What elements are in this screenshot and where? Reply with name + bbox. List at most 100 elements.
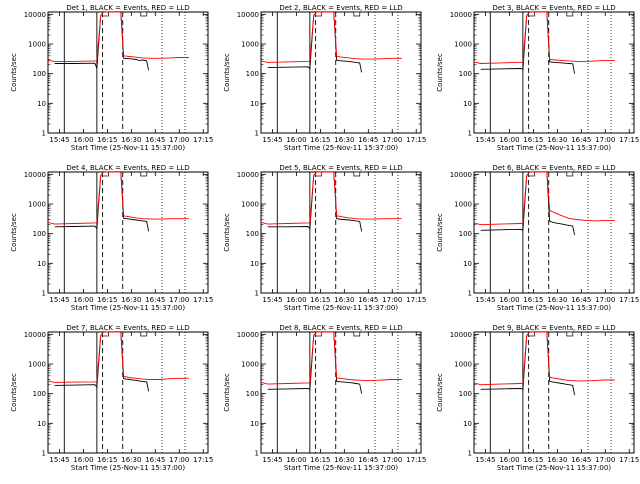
- y-tick-label: 10000: [450, 11, 472, 19]
- events-series-line: [267, 332, 363, 394]
- y-tick-label: 1000: [28, 201, 46, 209]
- x-tick-label: 15:45: [49, 456, 69, 464]
- y-tick-label: 1: [468, 450, 472, 458]
- y-tick-label: 1: [42, 130, 46, 138]
- lld-series-line: [474, 332, 615, 386]
- plot-frame: [260, 11, 422, 134]
- events-series-line: [267, 172, 363, 232]
- x-axis-label: Start Time (25-Nov-11 15:37:00): [284, 304, 398, 312]
- x-tick-label: 16:15: [523, 136, 543, 144]
- x-tick-label: 16:00: [286, 456, 306, 464]
- x-tick-label: 16:45: [145, 136, 165, 144]
- y-axis-label: Counts/sec: [10, 213, 18, 252]
- x-tick-label: 16:45: [145, 296, 165, 304]
- x-tick-label: 16:15: [310, 136, 330, 144]
- y-tick-label: 100: [33, 390, 46, 398]
- x-tick-label: 17:15: [193, 456, 213, 464]
- y-tick-label: 10000: [237, 331, 259, 339]
- x-tick-label: 16:30: [334, 296, 354, 304]
- x-tick-label: 16:15: [523, 296, 543, 304]
- x-tick-label: 17:15: [193, 296, 213, 304]
- chart-title: Det 5, BLACK = Events, RED = LLD: [279, 164, 402, 172]
- data-layer: [474, 12, 615, 133]
- x-axis-label: Start Time (25-Nov-11 15:37:00): [71, 464, 185, 472]
- y-tick-label: 10: [250, 420, 259, 428]
- x-tick-label: 17:15: [406, 136, 426, 144]
- x-tick-label: 15:45: [475, 456, 495, 464]
- events-series-line: [480, 332, 576, 396]
- x-tick-label: 15:45: [49, 296, 69, 304]
- chart-title: Det 9, BLACK = Events, RED = LLD: [492, 324, 615, 332]
- x-tick-label: 16:00: [73, 456, 93, 464]
- events-series-line: [54, 332, 150, 392]
- x-tick-label: 16:45: [571, 296, 591, 304]
- y-tick-label: 100: [246, 390, 259, 398]
- data-layer: [48, 12, 189, 133]
- x-tick-label: 16:00: [499, 136, 519, 144]
- state-marker-box: [566, 332, 574, 337]
- x-tick-label: 16:15: [523, 456, 543, 464]
- x-tick-label: 17:00: [169, 296, 189, 304]
- x-axis-label: Start Time (25-Nov-11 15:37:00): [497, 144, 611, 152]
- state-marker-box: [566, 12, 574, 17]
- y-tick-label: 1: [255, 130, 259, 138]
- x-axis-label: Start Time (25-Nov-11 15:37:00): [497, 464, 611, 472]
- y-tick-label: 1: [468, 130, 472, 138]
- lld-series-line: [474, 12, 615, 64]
- y-tick-label: 100: [246, 230, 259, 238]
- y-tick-label: 1000: [28, 41, 46, 49]
- y-tick-label: 10: [463, 420, 472, 428]
- events-series-line: [267, 12, 363, 73]
- x-tick-label: 16:30: [334, 136, 354, 144]
- y-tick-label: 10: [463, 100, 472, 108]
- y-tick-label: 1000: [28, 361, 46, 369]
- y-axis-label: Counts/sec: [223, 373, 231, 412]
- x-tick-label: 17:15: [619, 456, 639, 464]
- plot-frame: [47, 11, 209, 134]
- chart-panel-2: 1 10 100 1000 10000 15:45 16:00 16:15 16:30 16:45…: [223, 4, 426, 152]
- lld-series-line: [261, 12, 402, 63]
- x-tick-label: 16:00: [73, 136, 93, 144]
- y-tick-label: 10: [463, 260, 472, 268]
- x-tick-label: 17:15: [406, 296, 426, 304]
- x-tick-label: 16:15: [97, 456, 117, 464]
- x-tick-label: 16:45: [571, 136, 591, 144]
- plot-frame: [260, 171, 422, 294]
- x-axis-label: Start Time (25-Nov-11 15:37:00): [71, 144, 185, 152]
- chart-title: Det 6, BLACK = Events, RED = LLD: [492, 164, 615, 172]
- x-tick-label: 16:30: [547, 456, 567, 464]
- x-tick-label: 16:15: [97, 296, 117, 304]
- lld-series-line: [261, 172, 402, 225]
- plot-frame: [473, 11, 635, 134]
- y-tick-label: 100: [459, 390, 472, 398]
- x-tick-label: 16:30: [547, 136, 567, 144]
- x-axis-label: Start Time (25-Nov-11 15:37:00): [71, 304, 185, 312]
- x-tick-label: 16:45: [358, 296, 378, 304]
- x-tick-label: 16:00: [499, 296, 519, 304]
- y-axis-label: Counts/sec: [10, 53, 18, 92]
- y-axis-label: Counts/sec: [436, 373, 444, 412]
- plot-frame: [473, 331, 635, 454]
- x-tick-label: 16:30: [121, 456, 141, 464]
- x-tick-label: 16:15: [310, 296, 330, 304]
- y-tick-label: 10: [250, 100, 259, 108]
- data-layer: [48, 332, 189, 453]
- y-tick-label: 1000: [454, 361, 472, 369]
- x-tick-label: 17:15: [619, 136, 639, 144]
- x-tick-label: 15:45: [262, 136, 282, 144]
- lld-series-line: [48, 12, 189, 62]
- y-tick-label: 10: [37, 100, 46, 108]
- events-series-line: [54, 12, 150, 71]
- y-tick-label: 10: [37, 260, 46, 268]
- x-tick-label: 15:45: [262, 456, 282, 464]
- y-tick-label: 1: [255, 450, 259, 458]
- chart-panel-9: 1 10 100 1000 10000 15:45 16:00 16:15 16:30 16:45…: [436, 324, 639, 472]
- chart-title: Det 3, BLACK = Events, RED = LLD: [492, 4, 615, 12]
- data-layer: [474, 172, 615, 293]
- y-tick-label: 1: [468, 290, 472, 298]
- y-axis-label: Counts/sec: [436, 53, 444, 92]
- plot-frame: [47, 331, 209, 454]
- x-tick-label: 17:15: [619, 296, 639, 304]
- y-tick-label: 10000: [24, 331, 46, 339]
